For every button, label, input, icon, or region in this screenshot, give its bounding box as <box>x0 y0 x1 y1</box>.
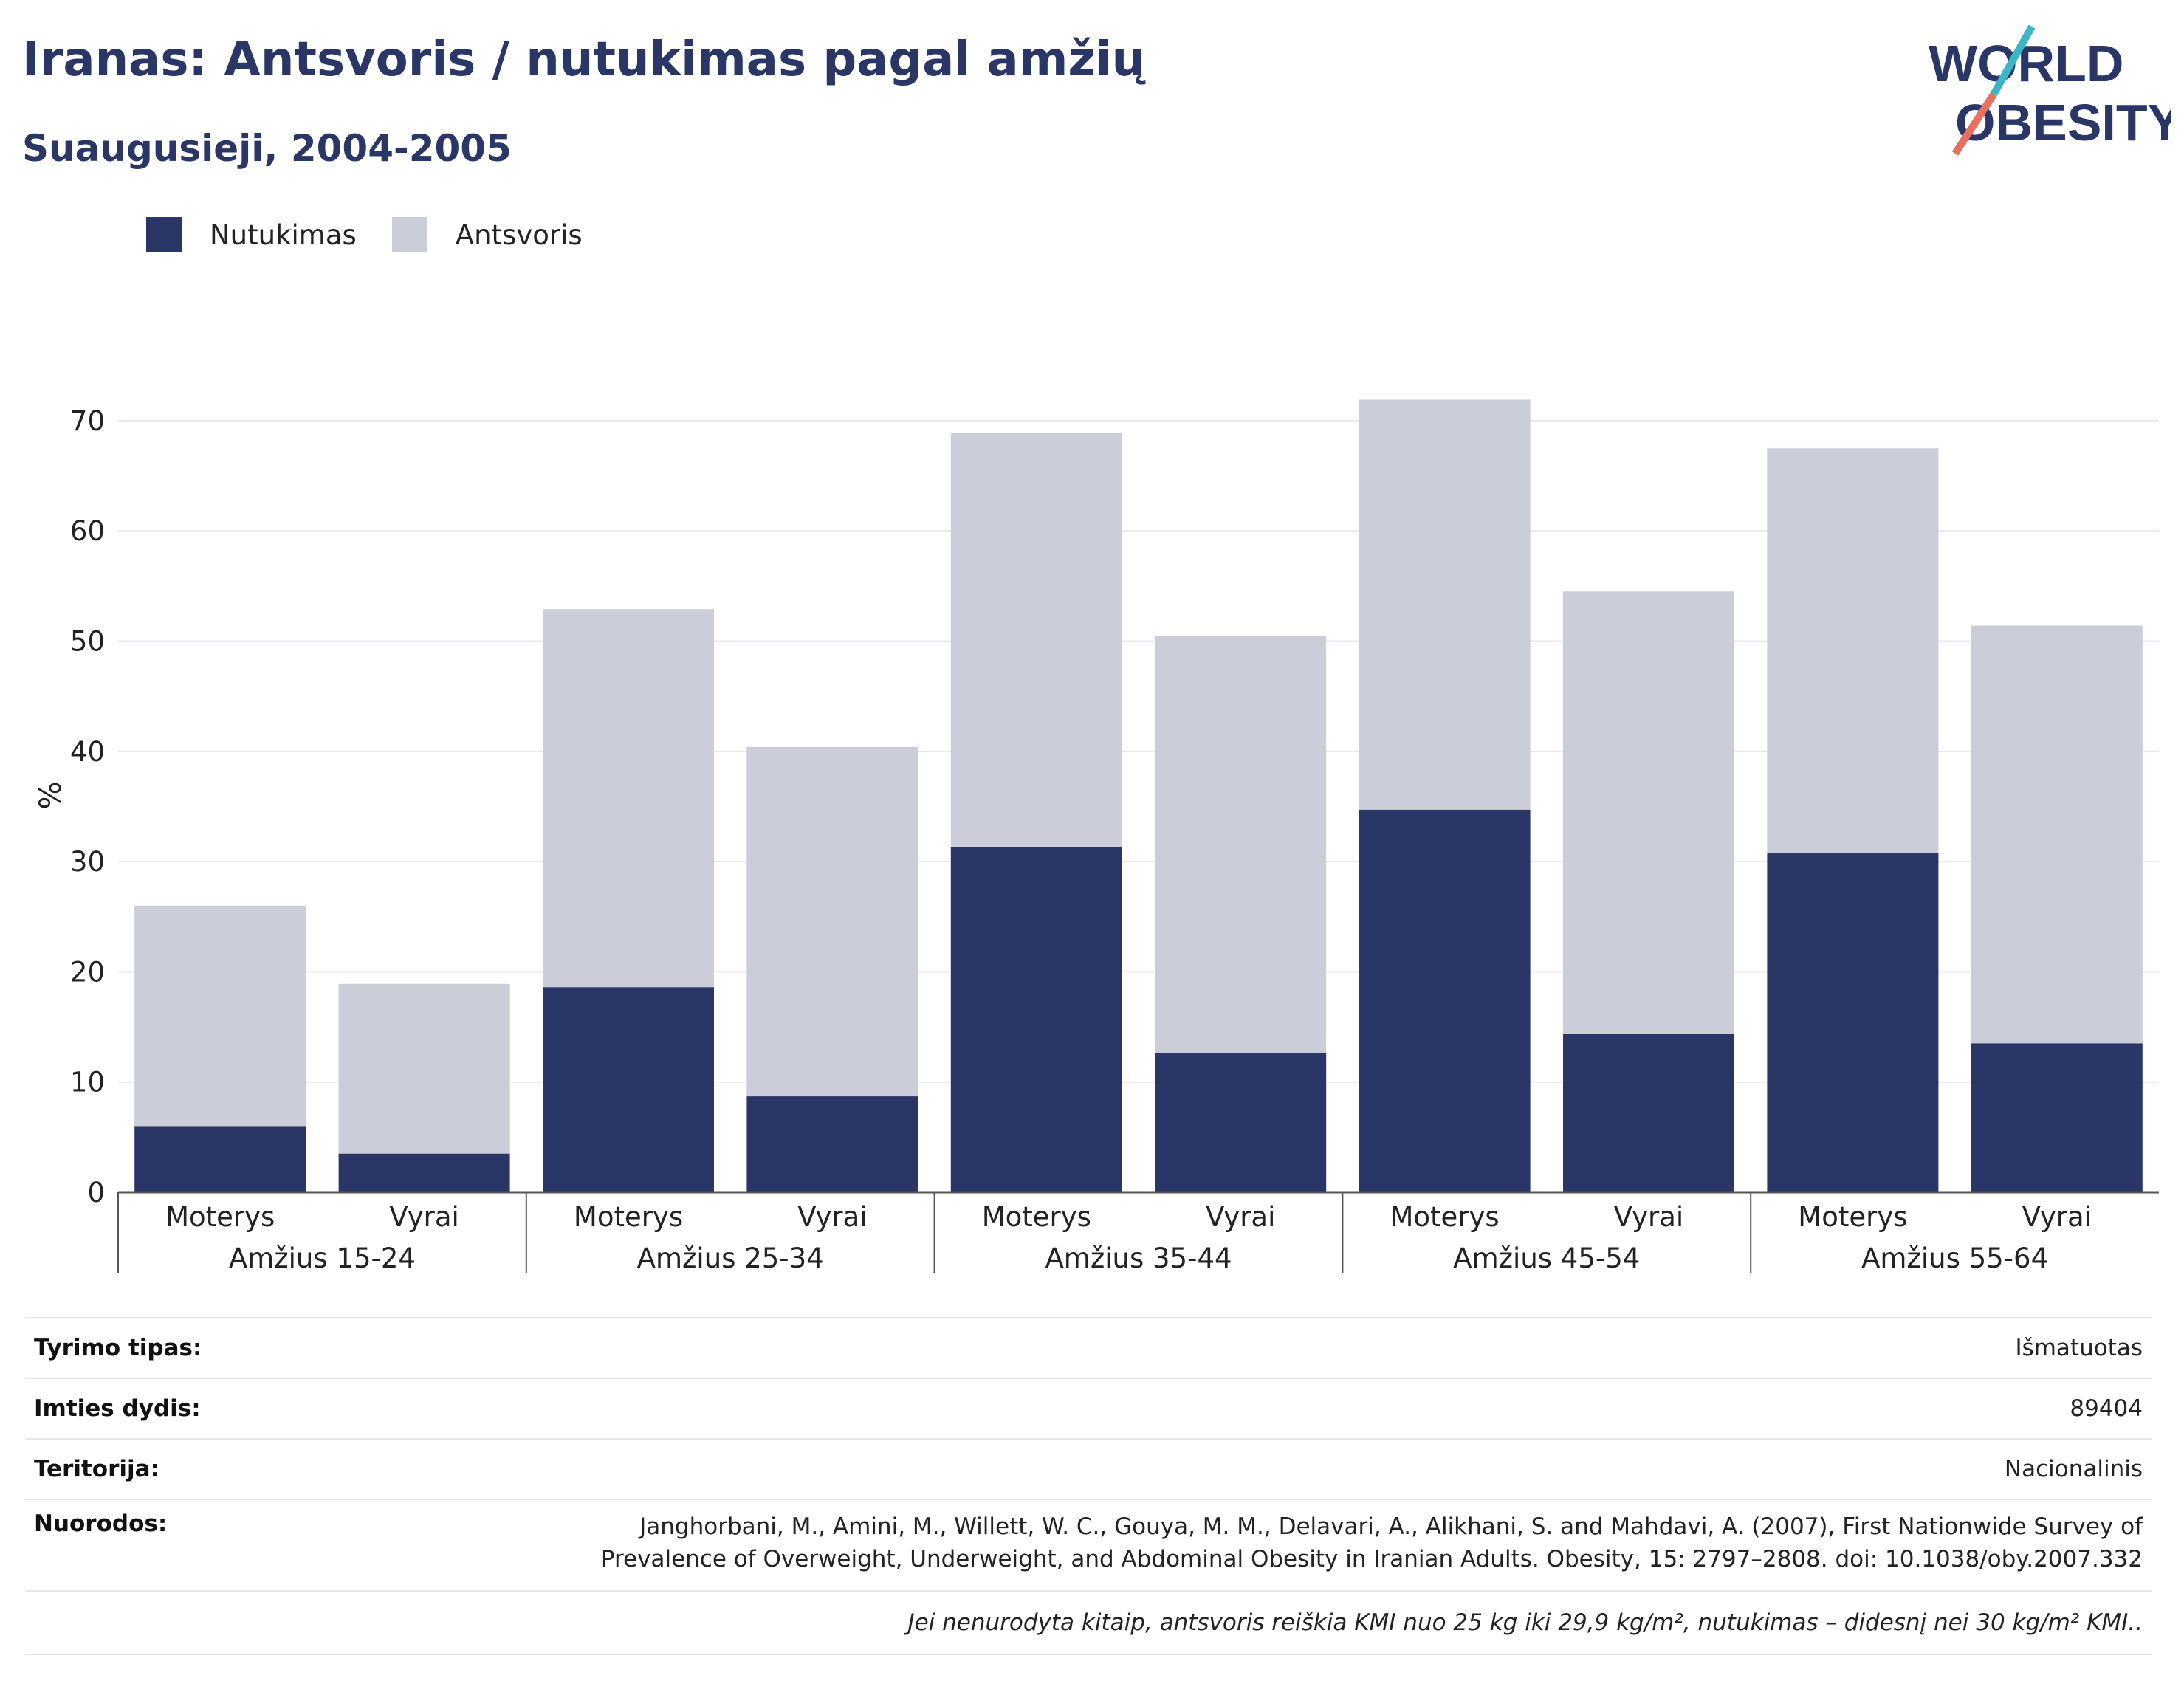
x-subcategory-label: Vyrai <box>2022 1201 2092 1233</box>
bar-overweight <box>543 609 714 988</box>
bar-obesity <box>543 987 714 1192</box>
legend-label-obesity: Nutukimas <box>210 219 357 251</box>
info-row-references: Nuorodos: Janghorbani, M., Amini, M., Wi… <box>25 1499 2152 1590</box>
x-subcategory-label: Moterys <box>165 1201 275 1233</box>
x-subcategory-label: Vyrai <box>1614 1201 1683 1233</box>
logo-accent-coral <box>1951 92 1997 156</box>
info-row-territory: Teritorija: Nacionalinis <box>25 1438 2152 1499</box>
x-group-label: Amžius 45-54 <box>1453 1242 1640 1274</box>
legend-swatch-overweight <box>391 217 427 252</box>
x-subcategory-label: Moterys <box>574 1201 683 1233</box>
logo-accent-teal <box>1990 24 2036 97</box>
y-tick-label: 50 <box>70 625 105 657</box>
y-tick-label: 20 <box>70 956 105 988</box>
bar-overweight <box>1563 591 1734 1034</box>
y-tick-label: 60 <box>70 515 105 547</box>
y-tick-label: 40 <box>70 736 105 768</box>
x-group-label: Amžius 15-24 <box>229 1242 416 1274</box>
chart-legend: Nutukimas Antsvoris <box>146 217 618 252</box>
y-tick-label: 0 <box>87 1177 105 1208</box>
reference-line: Janghorbani, M., Amini, M., Willett, W. … <box>639 1513 2143 1540</box>
bar-overweight <box>1971 625 2143 1044</box>
y-axis-label: % <box>34 781 68 809</box>
legend-label-overweight: Antsvoris <box>455 219 583 251</box>
bar-chart: 0 10 20 30 40 50 60 70% Moterys Vyrai Amžius 15-24… <box>34 399 2159 1274</box>
definition-note-row: Jei nenurodyta kitaip, antsvoris reiškia… <box>25 1590 2152 1655</box>
bar-obesity <box>134 1126 306 1192</box>
info-value: 89404 <box>2070 1395 2143 1422</box>
bar-overweight <box>338 983 510 1154</box>
bar-obesity <box>1563 1034 1734 1192</box>
y-tick-label: 10 <box>70 1067 105 1099</box>
definition-note: Jei nenurodyta kitaip, antsvoris reiškia… <box>907 1609 2143 1636</box>
x-group-label: Amžius 25-34 <box>637 1242 824 1274</box>
bar-overweight <box>950 433 1122 848</box>
bar-overweight <box>1767 448 1939 853</box>
x-subcategory-label: Moterys <box>982 1201 1091 1233</box>
x-subcategory-label: Moterys <box>1798 1201 1907 1233</box>
info-value: Išmatuotas <box>2015 1335 2143 1361</box>
bar-overweight <box>1359 399 1531 810</box>
y-tick-label: 30 <box>70 846 105 878</box>
bar-obesity <box>338 1153 510 1192</box>
bar-overweight <box>134 905 306 1127</box>
info-row-survey-type: Tyrimo tipas: Išmatuotas <box>25 1317 2152 1378</box>
page-subtitle: Suaugusieji, 2004-2005 <box>22 127 512 170</box>
x-subcategory-label: Vyrai <box>1206 1201 1275 1233</box>
legend-item-obesity[interactable]: Nutukimas <box>146 217 357 252</box>
bar-overweight <box>1155 636 1327 1053</box>
bar-obesity <box>746 1096 918 1192</box>
legend-swatch-obesity <box>146 217 182 252</box>
x-group-label: Amžius 35-44 <box>1045 1242 1232 1274</box>
x-subcategory-label: Vyrai <box>797 1201 867 1233</box>
x-subcategory-label: Moterys <box>1390 1201 1499 1233</box>
bar-obesity <box>1359 809 1531 1192</box>
info-key: Imties dydis: <box>34 1395 201 1422</box>
info-key: Teritorija: <box>34 1456 159 1482</box>
legend-item-overweight[interactable]: Antsvoris <box>391 217 583 252</box>
x-group-label: Amžius 55-64 <box>1861 1242 2048 1274</box>
y-tick-label: 70 <box>70 405 105 437</box>
logo-line1: WORLD <box>1929 35 2123 92</box>
info-row-sample-size: Imties dydis: 89404 <box>25 1378 2152 1438</box>
bar-overweight <box>746 746 918 1097</box>
info-value: Nacionalinis <box>2004 1456 2143 1482</box>
page-title: Iranas: Antsvoris / nutukimas pagal amži… <box>22 32 1146 87</box>
info-key: Tyrimo tipas: <box>34 1335 202 1361</box>
survey-info-table: Tyrimo tipas: Išmatuotas Imties dydis: 8… <box>25 1317 2152 1655</box>
reference-line: Prevalence of Overweight, Underweight, a… <box>600 1546 2143 1572</box>
bar-obesity <box>1767 853 1939 1192</box>
info-key: Nuorodos: <box>34 1510 168 1537</box>
bar-obesity <box>1971 1043 2143 1192</box>
bar-obesity <box>1155 1053 1327 1192</box>
info-value-references: Janghorbani, M., Amini, M., Willett, W. … <box>601 1510 2143 1590</box>
world-obesity-logo: WORLD OBESITY <box>1929 24 2171 156</box>
x-subcategory-label: Vyrai <box>389 1201 459 1233</box>
bar-obesity <box>950 847 1122 1192</box>
